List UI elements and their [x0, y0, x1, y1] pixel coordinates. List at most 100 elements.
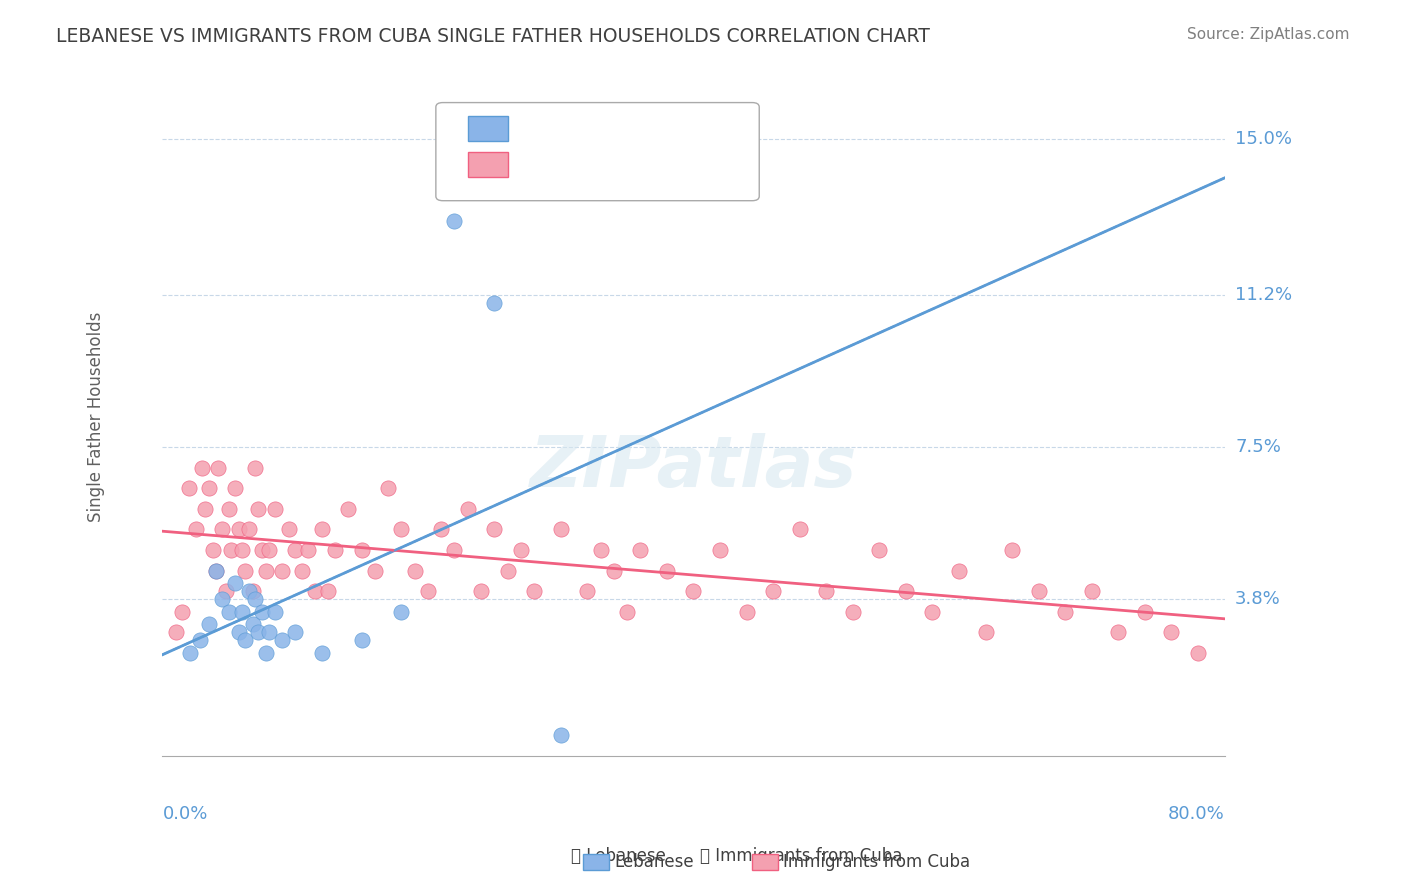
Point	[484, 523, 506, 537]
Point	[270, 633, 292, 648]
Point	[211, 523, 233, 537]
Point	[233, 564, 256, 578]
Text: ⬜ Lebanese: ⬜ Lebanese	[571, 847, 666, 865]
Point	[603, 564, 626, 578]
Point	[245, 461, 267, 475]
Text: N =: N =	[609, 118, 645, 136]
Point	[211, 592, 233, 607]
Point	[389, 523, 412, 537]
Text: R =: R =	[520, 153, 557, 171]
Point	[550, 523, 572, 537]
Text: N =: N =	[609, 153, 645, 171]
Point	[194, 502, 217, 516]
Point	[207, 461, 229, 475]
Text: 119: 119	[637, 153, 672, 171]
Text: 0.0%: 0.0%	[163, 805, 208, 822]
Point	[1133, 605, 1156, 619]
Point	[457, 502, 479, 516]
Point	[304, 584, 326, 599]
Point	[311, 646, 333, 660]
Point	[318, 584, 340, 599]
Text: 80.0%: 80.0%	[1168, 805, 1225, 822]
Point	[628, 543, 651, 558]
Point	[311, 523, 333, 537]
Point	[291, 564, 314, 578]
Point	[470, 584, 492, 599]
Point	[250, 605, 273, 619]
Point	[589, 543, 612, 558]
Point	[231, 605, 253, 619]
Point	[550, 728, 572, 742]
Point	[277, 523, 299, 537]
Point	[682, 584, 704, 599]
Point	[228, 523, 250, 537]
Point	[191, 461, 214, 475]
Point	[184, 523, 207, 537]
Point	[616, 605, 638, 619]
Point	[201, 543, 224, 558]
Text: Single Father Households: Single Father Households	[87, 311, 105, 522]
Text: 7.5%: 7.5%	[1236, 438, 1281, 457]
Point	[443, 214, 465, 228]
Point	[523, 584, 546, 599]
Point	[172, 605, 194, 619]
Point	[842, 605, 865, 619]
Point	[443, 543, 465, 558]
Point	[257, 625, 280, 640]
Point	[1001, 543, 1024, 558]
Point	[323, 543, 346, 558]
Point	[250, 543, 273, 558]
Point	[188, 633, 211, 648]
Point	[789, 523, 811, 537]
Point	[1054, 605, 1077, 619]
Point	[179, 646, 201, 660]
Point	[233, 633, 256, 648]
Point	[221, 543, 243, 558]
Point	[404, 564, 426, 578]
Text: 15.0%: 15.0%	[1236, 130, 1292, 148]
Point	[496, 564, 519, 578]
Point	[297, 543, 319, 558]
Point	[509, 543, 531, 558]
Point	[815, 584, 838, 599]
Point	[655, 564, 678, 578]
Point	[228, 625, 250, 640]
Point	[350, 543, 373, 558]
Point	[709, 543, 731, 558]
Point	[364, 564, 387, 578]
Point	[238, 584, 260, 599]
Text: 11.2%: 11.2%	[1236, 286, 1292, 304]
Point	[224, 576, 246, 591]
Text: LEBANESE VS IMMIGRANTS FROM CUBA SINGLE FATHER HOUSEHOLDS CORRELATION CHART: LEBANESE VS IMMIGRANTS FROM CUBA SINGLE …	[56, 27, 931, 45]
Point	[284, 543, 307, 558]
Point	[198, 617, 221, 632]
Point	[868, 543, 890, 558]
Point	[921, 605, 943, 619]
Point	[218, 605, 240, 619]
Point	[204, 564, 226, 578]
Text: ZIPatlas: ZIPatlas	[530, 434, 858, 502]
Point	[165, 625, 187, 640]
Point	[246, 625, 269, 640]
Point	[484, 296, 506, 310]
Point	[218, 502, 240, 516]
Point	[270, 564, 292, 578]
Point	[974, 625, 997, 640]
Point	[264, 502, 287, 516]
Point	[1187, 646, 1209, 660]
Point	[242, 617, 264, 632]
Point	[238, 523, 260, 537]
Point	[264, 605, 287, 619]
Point	[254, 564, 277, 578]
Text: Immigrants from Cuba: Immigrants from Cuba	[783, 853, 970, 871]
Point	[257, 543, 280, 558]
Point	[762, 584, 785, 599]
Text: R =: R =	[520, 118, 557, 136]
Point	[245, 592, 267, 607]
Point	[242, 584, 264, 599]
Text: Source: ZipAtlas.com: Source: ZipAtlas.com	[1187, 27, 1350, 42]
Point	[231, 543, 253, 558]
Point	[1081, 584, 1104, 599]
Text: 🟥 Immigrants from Cuba: 🟥 Immigrants from Cuba	[700, 847, 903, 865]
Text: -0.058: -0.058	[554, 118, 613, 136]
